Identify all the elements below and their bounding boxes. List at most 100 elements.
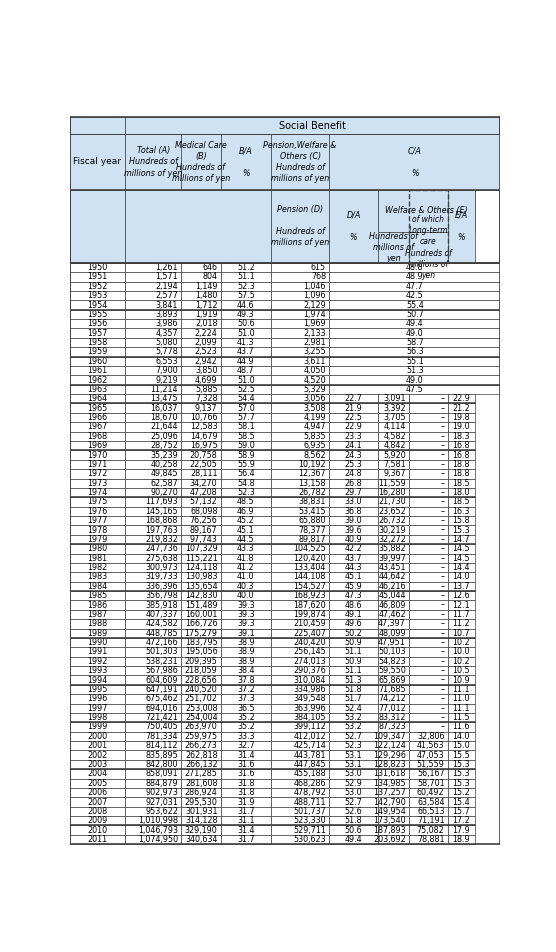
Text: 21.9: 21.9 [345, 404, 363, 412]
Bar [70, 309, 125, 319]
Bar [329, 545, 378, 553]
Text: 46,809: 46,809 [378, 601, 406, 609]
Text: 144,108: 144,108 [294, 572, 326, 582]
Bar [70, 460, 125, 469]
Bar [378, 460, 409, 469]
Bar [448, 582, 475, 591]
Text: 15.3: 15.3 [453, 779, 470, 787]
Bar [181, 309, 221, 319]
Bar [378, 469, 409, 479]
Bar [70, 619, 125, 628]
Bar [271, 732, 329, 741]
Text: –: – [440, 638, 445, 647]
Bar [70, 117, 125, 134]
Text: C/A

%: C/A % [408, 147, 421, 178]
Bar [271, 779, 329, 788]
Bar [448, 450, 475, 460]
Bar [70, 769, 125, 779]
Bar [181, 441, 221, 450]
Text: 45,044: 45,044 [378, 591, 406, 600]
Bar [378, 610, 409, 619]
Text: 3,611: 3,611 [304, 357, 326, 366]
Text: 28,752: 28,752 [150, 441, 178, 450]
Text: 448,785: 448,785 [145, 628, 178, 638]
Bar [409, 647, 448, 657]
Text: 51.3: 51.3 [406, 367, 424, 375]
Text: 2,523: 2,523 [195, 347, 217, 356]
Bar [221, 798, 271, 806]
Text: 44.5: 44.5 [237, 535, 255, 544]
Bar [448, 610, 475, 619]
Text: 53.0: 53.0 [345, 788, 363, 797]
Text: 120,420: 120,420 [294, 554, 326, 563]
Bar [125, 134, 181, 189]
Text: 675,462: 675,462 [145, 694, 178, 704]
Text: 3,091: 3,091 [383, 394, 406, 404]
Bar [221, 563, 271, 572]
Bar [70, 657, 125, 666]
Text: 55.1: 55.1 [406, 357, 424, 366]
Bar [271, 282, 329, 291]
Text: 58.7: 58.7 [406, 338, 424, 347]
Bar [70, 666, 125, 675]
Text: 49.1: 49.1 [345, 610, 363, 619]
Text: 107,329: 107,329 [185, 545, 217, 553]
Text: 286,924: 286,924 [185, 788, 217, 797]
Bar [70, 572, 125, 582]
Bar [409, 760, 448, 769]
Text: 1960: 1960 [87, 357, 107, 366]
Text: 38,831: 38,831 [299, 498, 326, 506]
Text: 55.9: 55.9 [237, 460, 255, 469]
Text: 51.8: 51.8 [345, 685, 363, 694]
Bar [181, 545, 221, 553]
Text: 256,145: 256,145 [293, 647, 326, 657]
Text: –: – [440, 516, 445, 526]
Text: 2000: 2000 [87, 732, 107, 741]
Bar [70, 479, 125, 487]
Bar [378, 413, 409, 423]
Text: 187,620: 187,620 [294, 601, 326, 609]
Text: 647,191: 647,191 [145, 685, 178, 694]
Text: 384,105: 384,105 [294, 713, 326, 723]
Bar [125, 263, 181, 272]
Text: 768: 768 [311, 272, 326, 282]
Bar [329, 563, 378, 572]
Text: 34,270: 34,270 [190, 479, 217, 487]
Bar [70, 779, 125, 788]
Text: 104,525: 104,525 [293, 545, 326, 553]
Bar [409, 394, 448, 404]
Bar [329, 741, 378, 750]
Bar [221, 357, 271, 366]
Text: 218,059: 218,059 [185, 666, 217, 675]
Text: 50.2: 50.2 [345, 628, 363, 638]
Bar [409, 506, 448, 516]
Bar [409, 788, 448, 798]
Text: 567,986: 567,986 [145, 666, 178, 675]
Bar [70, 189, 125, 263]
Bar [329, 835, 378, 844]
Bar [181, 732, 221, 741]
Bar [181, 591, 221, 601]
Bar [221, 309, 271, 319]
Bar [221, 423, 271, 431]
Text: –: – [440, 545, 445, 553]
Text: 51.2: 51.2 [237, 263, 255, 272]
Bar [125, 309, 181, 319]
Text: 40,258: 40,258 [150, 460, 178, 469]
Text: 31.8: 31.8 [237, 788, 255, 797]
Bar [448, 394, 475, 404]
Text: 1953: 1953 [87, 291, 107, 300]
Text: 31.1: 31.1 [237, 816, 255, 825]
Bar [378, 535, 409, 545]
Bar [378, 741, 409, 750]
Text: 275,638: 275,638 [145, 554, 178, 563]
Text: –: – [440, 441, 445, 450]
Text: –: – [440, 694, 445, 704]
Text: 3,255: 3,255 [303, 347, 326, 356]
Bar [378, 666, 409, 675]
Text: 52.9: 52.9 [345, 779, 363, 787]
Text: 319,733: 319,733 [145, 572, 178, 582]
Text: 1994: 1994 [87, 676, 107, 684]
Bar [221, 506, 271, 516]
Bar [271, 704, 329, 713]
